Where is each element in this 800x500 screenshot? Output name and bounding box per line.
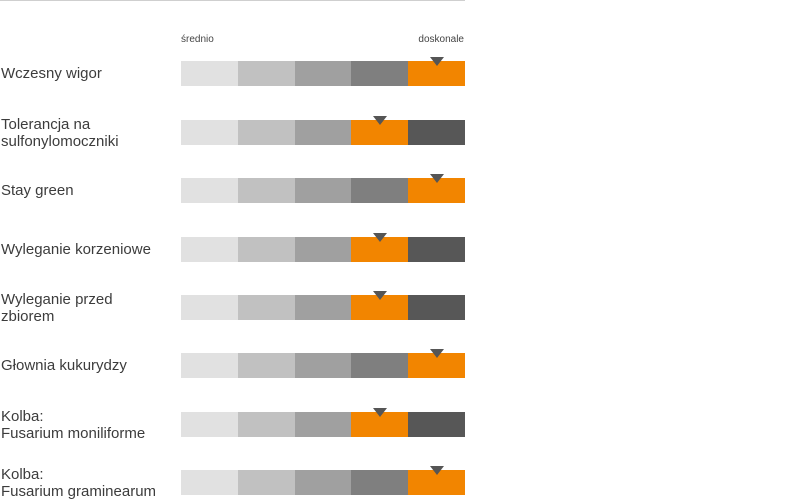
rating-segment-2 <box>237 412 295 437</box>
trait-label: Tolerancja na sulfonylomoczniki <box>1 116 119 150</box>
rating-segment-1 <box>181 412 238 437</box>
trait-label: Wczesny wigor <box>1 65 102 82</box>
trait-row: Wyleganie przed zbiorem <box>0 291 465 325</box>
rating-segment-4 <box>351 408 409 437</box>
rating-segment-4 <box>351 291 409 320</box>
trait-row: Kolba: Fusarium graminearum <box>0 466 465 500</box>
rating-segment-2 <box>237 178 295 203</box>
rating-marker-icon <box>429 174 444 183</box>
rating-bar <box>181 233 465 262</box>
trait-row: Tolerancja na sulfonylomoczniki <box>0 116 465 150</box>
rating-segment-5 <box>408 349 465 378</box>
trait-row: Wczesny wigor <box>0 57 465 86</box>
rating-segment-1 <box>181 178 238 203</box>
rating-segment-5 <box>408 412 465 437</box>
rating-marker-icon <box>429 466 444 475</box>
rating-segment-3 <box>294 353 352 378</box>
rating-segment-3 <box>294 237 352 262</box>
trait-label: Kolba: Fusarium graminearum <box>1 466 157 500</box>
rating-segment-3 <box>294 120 352 145</box>
trait-row: Kolba: Fusarium moniliforme <box>0 408 465 442</box>
rating-segment-1 <box>181 353 238 378</box>
rating-segment-1 <box>181 470 238 495</box>
rating-segment-5 <box>408 237 465 262</box>
scale-low-label: średnio <box>181 34 214 45</box>
rating-marker-icon <box>429 57 444 66</box>
rating-segment-4 <box>351 116 409 145</box>
rating-bar <box>181 57 465 86</box>
rating-segment-5 <box>408 466 465 495</box>
rating-segment-5 <box>408 120 465 145</box>
rating-bar <box>181 349 465 378</box>
rating-segment-4 <box>351 470 409 495</box>
rating-segment-4 <box>351 233 409 262</box>
rating-segment-2 <box>237 120 295 145</box>
rating-segment-2 <box>237 470 295 495</box>
rating-segment-2 <box>237 353 295 378</box>
rating-segment-4 <box>351 353 409 378</box>
scale-high-label: doskonale <box>418 34 464 45</box>
rating-segment-5 <box>408 174 465 203</box>
rating-bar <box>181 174 465 203</box>
rating-segment-3 <box>294 412 352 437</box>
top-divider <box>0 0 465 1</box>
trait-row: Wyleganie korzeniowe <box>0 233 465 262</box>
rating-marker-icon <box>372 291 387 300</box>
rating-marker-icon <box>372 116 387 125</box>
rating-segment-3 <box>294 295 352 320</box>
rating-bar <box>181 466 465 495</box>
rating-marker-icon <box>372 233 387 242</box>
rating-marker-icon <box>372 408 387 417</box>
rating-segment-3 <box>294 61 352 86</box>
rating-bar <box>181 291 465 320</box>
trait-row: Głownia kukurydzy <box>0 349 465 378</box>
rating-segment-3 <box>294 178 352 203</box>
rating-segment-5 <box>408 57 465 86</box>
rating-segment-2 <box>237 61 295 86</box>
trait-label: Wyleganie korzeniowe <box>1 241 151 258</box>
rating-segment-1 <box>181 120 238 145</box>
rating-segment-4 <box>351 61 409 86</box>
rating-segment-1 <box>181 237 238 262</box>
rating-segment-3 <box>294 470 352 495</box>
trait-label: Głownia kukurydzy <box>1 357 127 374</box>
rating-segment-2 <box>237 295 295 320</box>
rating-segment-1 <box>181 295 238 320</box>
trait-label: Kolba: Fusarium moniliforme <box>1 408 146 442</box>
rating-segment-4 <box>351 178 409 203</box>
rating-segment-1 <box>181 61 238 86</box>
rating-bar <box>181 116 465 145</box>
rating-segment-2 <box>237 237 295 262</box>
rating-segment-5 <box>408 295 465 320</box>
rating-bar <box>181 408 465 437</box>
trait-label: Stay green <box>1 182 74 199</box>
rating-marker-icon <box>429 349 444 358</box>
trait-row: Stay green <box>0 174 465 203</box>
trait-label: Wyleganie przed zbiorem <box>1 291 113 325</box>
